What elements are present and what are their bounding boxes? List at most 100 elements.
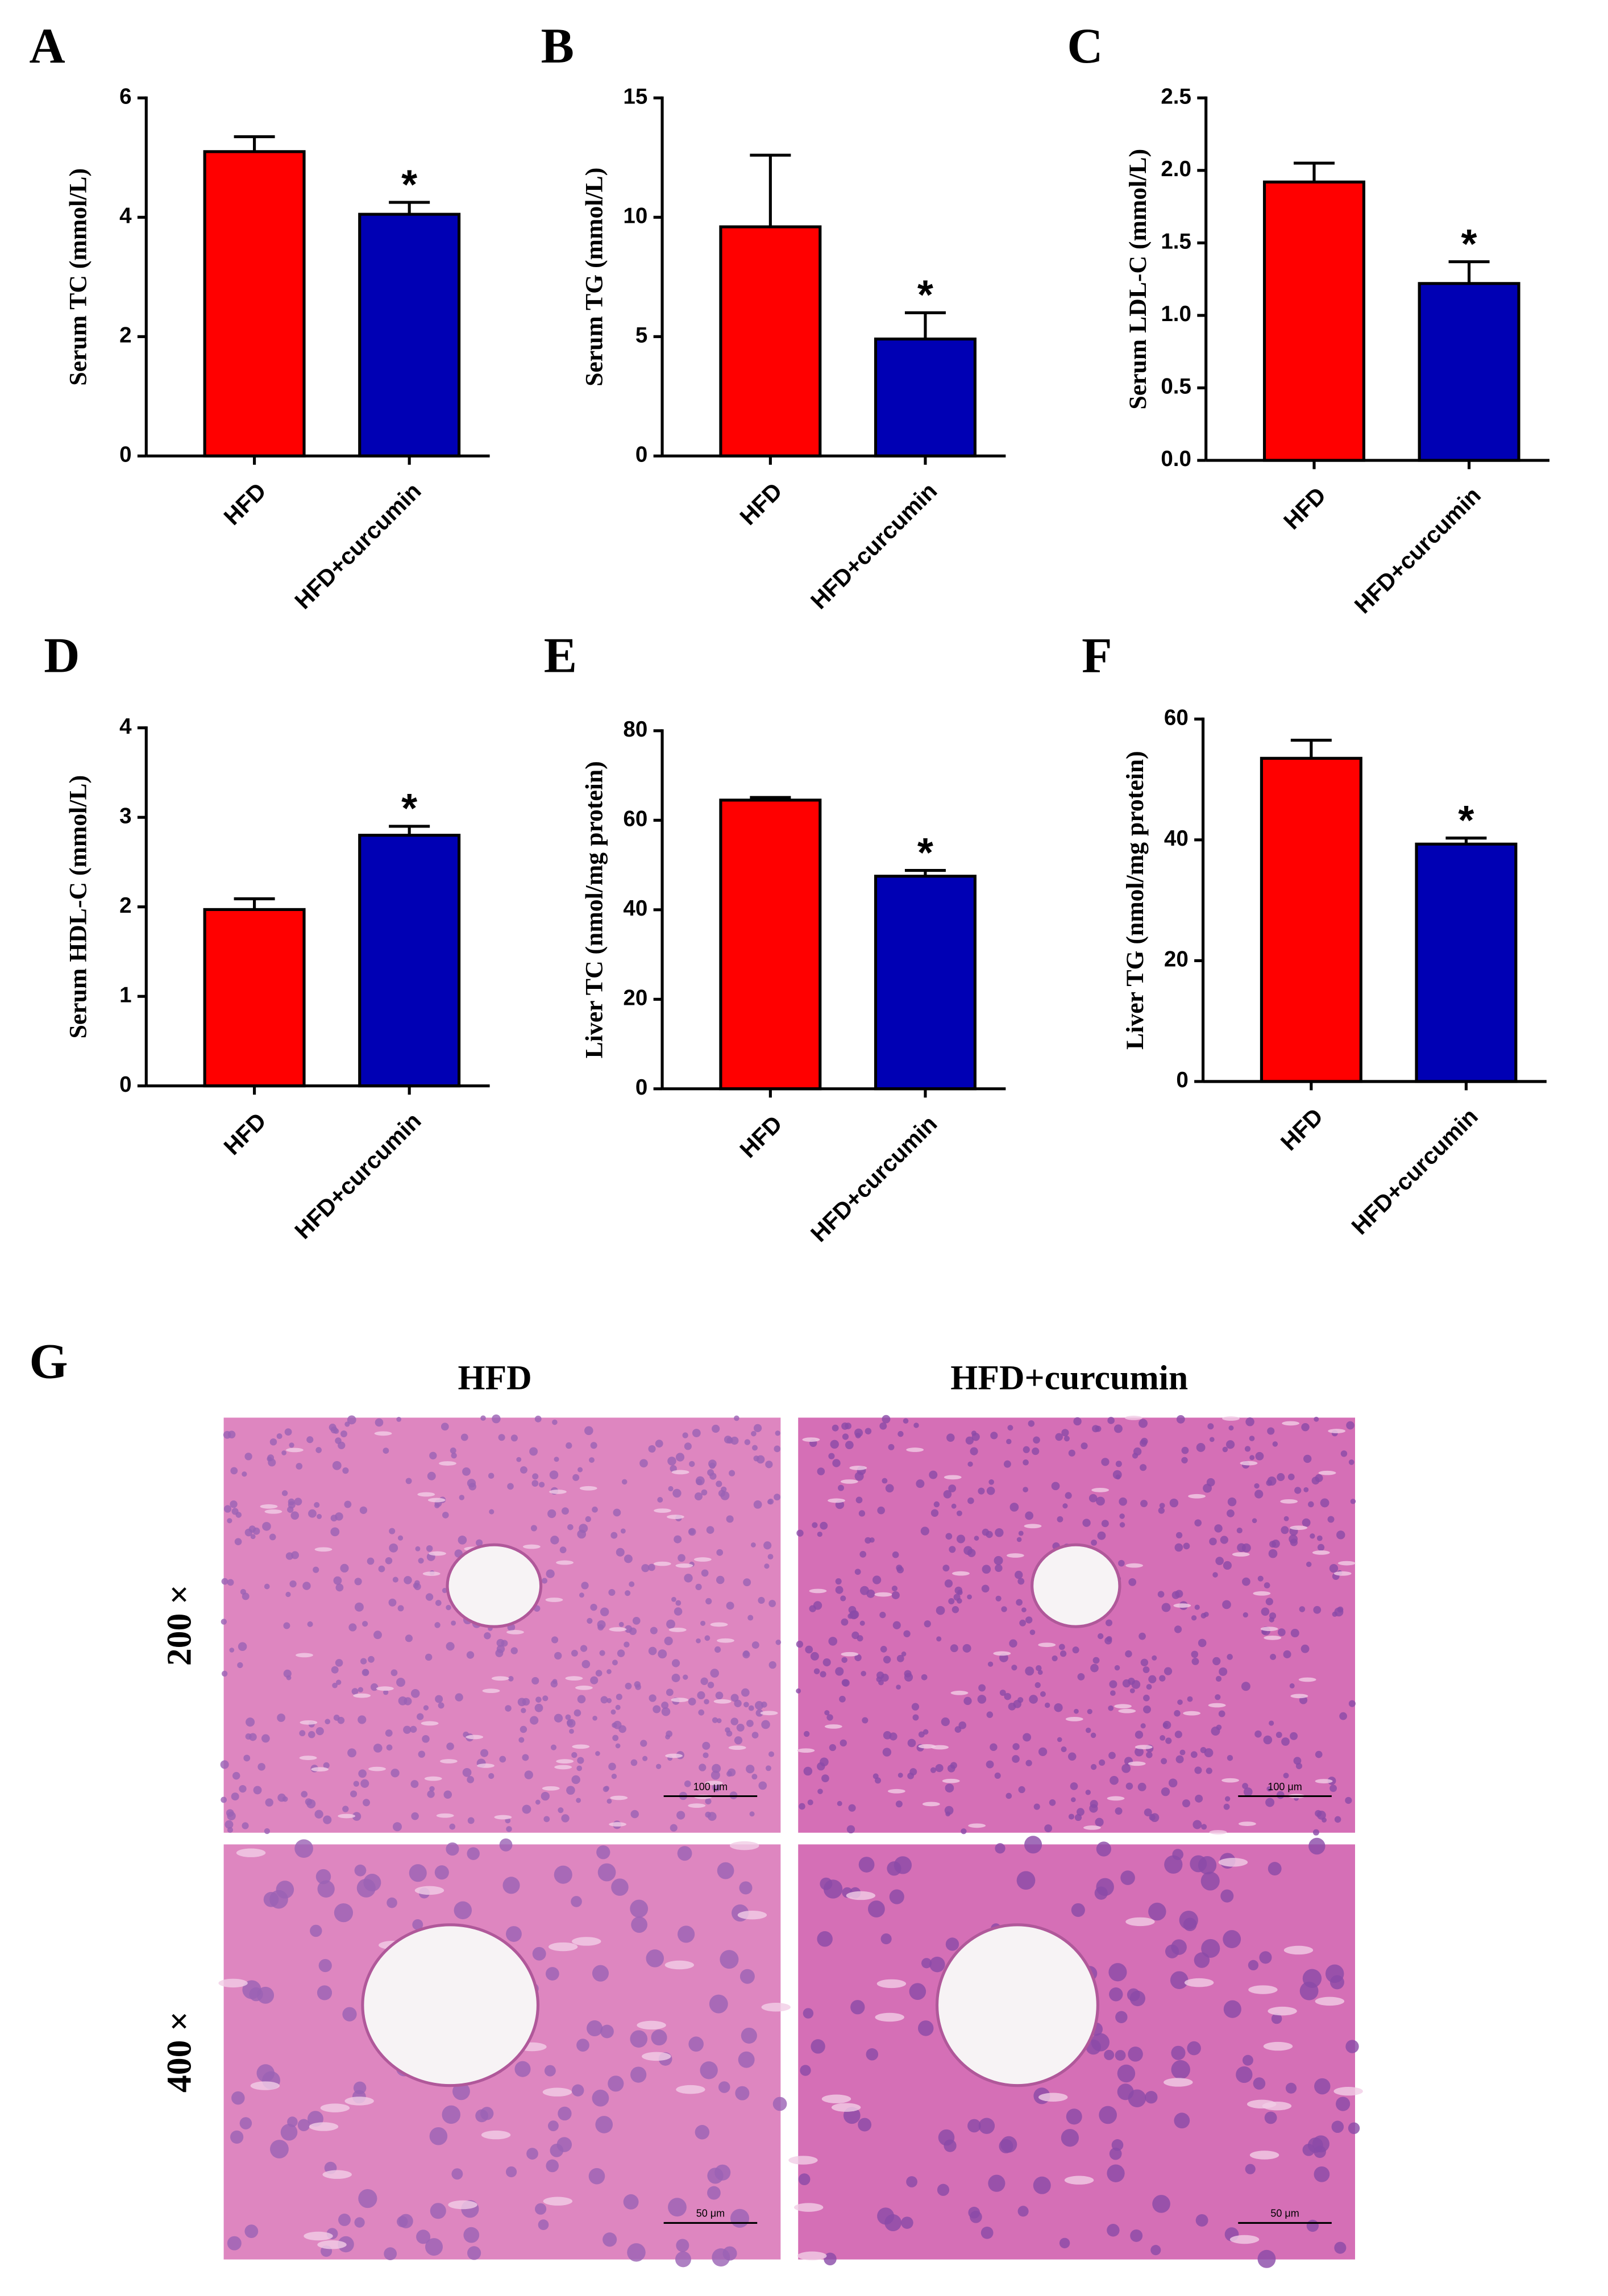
nucleus bbox=[1125, 1650, 1132, 1658]
nucleus bbox=[492, 1414, 501, 1424]
nucleus bbox=[1248, 1960, 1259, 1971]
nucleus bbox=[442, 1588, 447, 1594]
nucleus bbox=[1099, 2106, 1117, 2124]
bar bbox=[719, 225, 822, 457]
nucleus bbox=[410, 1725, 417, 1733]
nucleus bbox=[1108, 1752, 1116, 1760]
nucleus bbox=[317, 1985, 333, 2000]
nucleus bbox=[1253, 2077, 1266, 2090]
nucleus bbox=[1181, 1446, 1189, 1454]
nucleus bbox=[1025, 1511, 1034, 1520]
nucleus bbox=[1272, 1441, 1278, 1447]
nucleus bbox=[981, 1584, 990, 1593]
y-tick-label: 0 bbox=[119, 1072, 131, 1097]
sinusoid bbox=[575, 1685, 593, 1690]
nucleus bbox=[695, 1583, 702, 1591]
x-tick-label: HFD+curcumin bbox=[1347, 1103, 1483, 1239]
nucleus bbox=[404, 1576, 412, 1584]
nucleus bbox=[488, 1773, 495, 1779]
nucleus bbox=[1266, 1479, 1273, 1486]
nucleus bbox=[1249, 1455, 1255, 1461]
bar bbox=[1262, 180, 1365, 462]
nucleus bbox=[854, 1654, 862, 1661]
sinusoid bbox=[688, 1803, 706, 1808]
nucleus bbox=[736, 1723, 745, 1732]
nucleus bbox=[671, 1674, 680, 1682]
nucleus bbox=[608, 1588, 616, 1596]
nucleus bbox=[835, 1667, 844, 1676]
nucleus bbox=[1091, 1540, 1097, 1546]
nucleus bbox=[1165, 1944, 1179, 1958]
sinusoid bbox=[299, 1756, 317, 1760]
nucleus bbox=[610, 1709, 616, 1715]
nucleus bbox=[756, 1455, 765, 1464]
nucleus bbox=[752, 1445, 758, 1451]
nucleus bbox=[581, 1659, 591, 1669]
nucleus bbox=[712, 2248, 730, 2267]
nucleus bbox=[1146, 1684, 1152, 1690]
nucleus bbox=[396, 1417, 402, 1422]
sinusoid bbox=[942, 1778, 960, 1783]
nucleus bbox=[1128, 1578, 1137, 1586]
nucleus bbox=[1096, 1878, 1114, 1896]
sinusoid bbox=[849, 1466, 867, 1470]
nucleus bbox=[755, 1709, 763, 1717]
nucleus bbox=[970, 1447, 978, 1455]
nucleus bbox=[1009, 1503, 1019, 1512]
nucleus bbox=[946, 1433, 955, 1442]
nucleus bbox=[571, 1775, 580, 1785]
sinusoid bbox=[1125, 1917, 1155, 1927]
nucleus bbox=[1327, 1516, 1335, 1523]
nucleus bbox=[1194, 1604, 1200, 1610]
nucleus bbox=[354, 1864, 367, 1877]
nucleus bbox=[554, 1713, 563, 1723]
nucleus bbox=[242, 1822, 249, 1829]
nucleus bbox=[1059, 2237, 1070, 2249]
nucleus bbox=[803, 2008, 814, 2019]
nucleus bbox=[430, 2203, 446, 2219]
nucleus bbox=[696, 1638, 701, 1644]
nucleus bbox=[276, 1433, 282, 1440]
nucleus bbox=[1302, 2144, 1315, 2156]
nucleus bbox=[1214, 1524, 1223, 1533]
nucleus bbox=[813, 1668, 820, 1675]
nucleus bbox=[688, 2036, 704, 2052]
nucleus bbox=[396, 1678, 406, 1687]
nucleus bbox=[1303, 1454, 1312, 1463]
nucleus bbox=[665, 1734, 671, 1740]
sinusoid bbox=[1218, 1858, 1248, 1867]
nucleus bbox=[1275, 1732, 1282, 1738]
nucleus bbox=[624, 1625, 633, 1633]
vessel bbox=[446, 1543, 543, 1628]
nucleus bbox=[306, 1436, 314, 1444]
nucleus bbox=[505, 2166, 517, 2178]
y-tick-label: 20 bbox=[1164, 947, 1189, 972]
nucleus bbox=[227, 2236, 242, 2251]
nucleus bbox=[344, 1421, 350, 1427]
nucleus bbox=[741, 2027, 757, 2044]
nucleus bbox=[239, 1785, 247, 1793]
sinusoid bbox=[1268, 2006, 1297, 2016]
nucleus bbox=[265, 1798, 273, 1807]
sinusoid bbox=[918, 1744, 936, 1749]
nucleus bbox=[861, 1670, 866, 1677]
nucleus bbox=[796, 1688, 801, 1694]
nucleus bbox=[294, 1498, 302, 1505]
sinusoid bbox=[797, 2251, 827, 2261]
nucleus bbox=[1164, 1667, 1173, 1675]
sinusoid bbox=[824, 1724, 842, 1729]
nucleus bbox=[648, 1563, 655, 1571]
nucleus bbox=[707, 2168, 724, 2184]
y-tick-label: 80 bbox=[623, 717, 647, 742]
nucleus bbox=[480, 1749, 489, 1757]
nucleus bbox=[1222, 1446, 1228, 1453]
nucleus bbox=[580, 1645, 588, 1652]
nucleus bbox=[427, 1790, 435, 1798]
nucleus bbox=[907, 1738, 916, 1748]
nucleus bbox=[859, 1620, 865, 1626]
sinusoid bbox=[730, 1841, 759, 1850]
nucleus bbox=[1061, 1746, 1067, 1753]
nucleus bbox=[1299, 1606, 1306, 1612]
nucleus bbox=[1096, 1841, 1112, 1857]
sinusoid bbox=[556, 1759, 574, 1764]
